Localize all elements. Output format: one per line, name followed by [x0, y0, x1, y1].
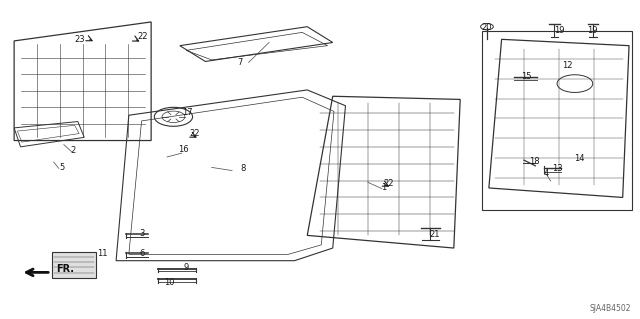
Text: 11: 11	[97, 249, 108, 258]
Text: 22: 22	[383, 179, 394, 188]
Text: 18: 18	[529, 157, 540, 166]
Text: 10: 10	[164, 278, 174, 287]
Text: 2: 2	[70, 146, 76, 155]
Text: 6: 6	[139, 249, 144, 258]
Text: 7: 7	[237, 58, 243, 67]
Bar	[483, 32, 632, 210]
Text: 22: 22	[138, 32, 148, 41]
Text: SJA4B4502: SJA4B4502	[589, 304, 631, 313]
Text: 20: 20	[482, 23, 492, 32]
Text: 12: 12	[562, 61, 573, 70]
Text: 5: 5	[60, 163, 65, 172]
Text: 19: 19	[554, 26, 564, 35]
Bar	[52, 252, 96, 278]
Text: 8: 8	[241, 165, 246, 174]
Text: 17: 17	[182, 108, 193, 117]
Text: 9: 9	[184, 263, 189, 272]
Text: 1: 1	[381, 183, 387, 192]
Text: 23: 23	[74, 35, 85, 44]
Text: 4: 4	[543, 169, 549, 178]
Text: 3: 3	[139, 229, 144, 238]
Text: FR.: FR.	[56, 264, 74, 274]
Text: 14: 14	[574, 154, 584, 163]
Text: 13: 13	[552, 164, 563, 173]
Text: 22: 22	[189, 129, 200, 138]
Text: 21: 21	[429, 230, 440, 239]
Text: 19: 19	[588, 26, 598, 35]
Text: 16: 16	[178, 145, 188, 154]
Text: 15: 15	[521, 72, 532, 81]
